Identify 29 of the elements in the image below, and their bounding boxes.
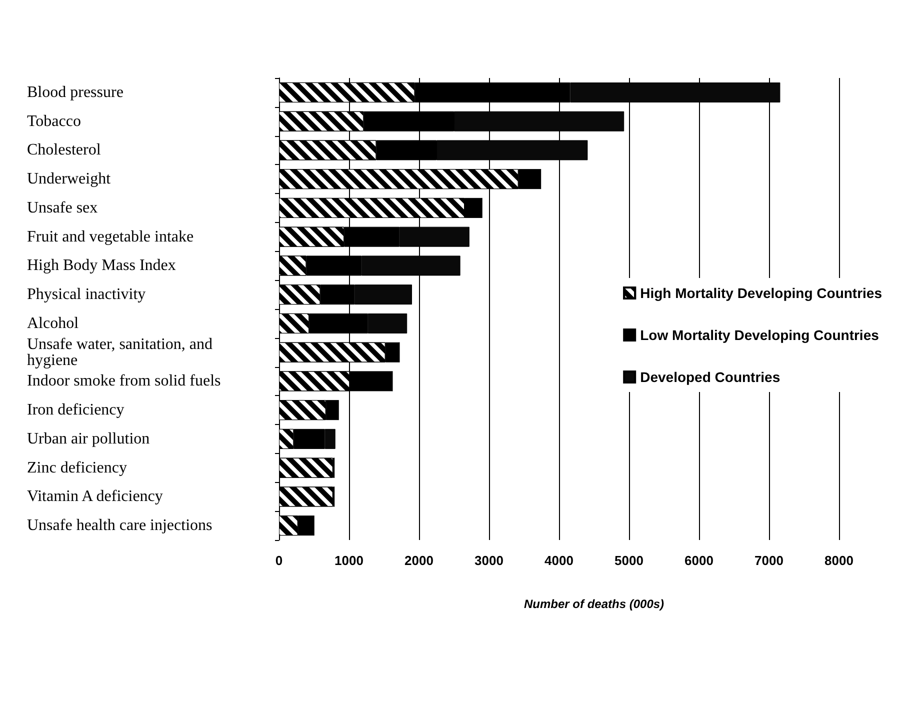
x-tick-label: 0 bbox=[275, 553, 283, 568]
x-tick-label: 6000 bbox=[684, 553, 714, 568]
x-axis-title: Number of deaths (000s) bbox=[524, 597, 664, 611]
y-tick-label: Cholesterol bbox=[27, 142, 102, 159]
legend-label: High Mortality Developing Countries bbox=[640, 285, 882, 301]
x-tick-label: 5000 bbox=[614, 553, 644, 568]
y-tick-label: Underweight bbox=[27, 170, 112, 188]
legend-label: Developed Countries bbox=[640, 369, 780, 385]
y-tick-label: Vitamin A deficiency bbox=[27, 488, 163, 506]
y-tick-label: Unsafe water, sanitation, and hygiene bbox=[27, 336, 217, 369]
legend-label: Low Mortality Developing Countries bbox=[640, 327, 880, 343]
x-tick-label: 1000 bbox=[334, 553, 364, 568]
y-tick-label: Physical inactivity bbox=[27, 286, 146, 304]
y-tick-label: Zinc deficiency bbox=[27, 459, 127, 476]
x-tick-label: 8000 bbox=[824, 553, 854, 568]
x-tick-label: 7000 bbox=[754, 553, 784, 568]
y-tick-label: Alcohol bbox=[27, 314, 80, 332]
y-tick-label: Unsafe sex bbox=[27, 199, 98, 216]
y-tick-label: Iron deficiency bbox=[27, 402, 124, 419]
y-tick-label: Blood pressure bbox=[27, 84, 124, 101]
x-tick-label: 3000 bbox=[474, 553, 504, 568]
x-tick-label: 2000 bbox=[404, 553, 434, 568]
y-tick-label: Unsafe health care injections bbox=[27, 517, 212, 534]
y-tick-label: Tobacco bbox=[27, 112, 81, 130]
y-tick-label: High Body Mass Index bbox=[27, 257, 176, 274]
y-tick-label: Urban air pollution bbox=[27, 430, 150, 448]
y-tick-label: Fruit and vegetable intake bbox=[27, 228, 194, 246]
y-tick-label: Indoor smoke from solid fuels bbox=[27, 372, 221, 390]
x-tick-label: 4000 bbox=[544, 553, 574, 568]
